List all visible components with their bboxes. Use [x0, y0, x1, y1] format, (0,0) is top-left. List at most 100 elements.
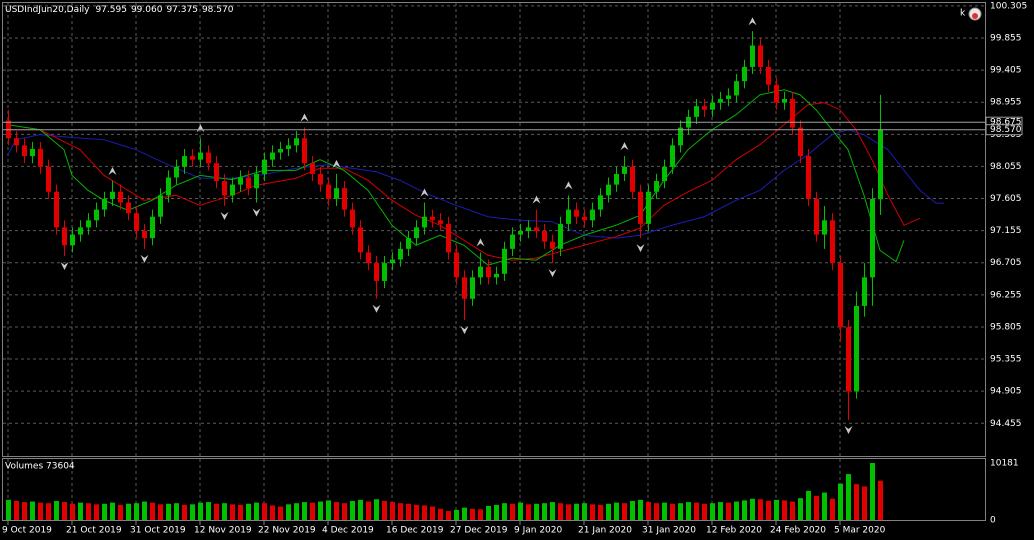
- volume-bar: [38, 502, 43, 520]
- volume-bar: [838, 483, 843, 520]
- candle-body: [574, 209, 579, 217]
- candle-body: [750, 45, 755, 67]
- volume-bar: [286, 504, 291, 520]
- candle-body: [222, 181, 227, 196]
- candle-body: [614, 173, 619, 185]
- candle-body: [270, 152, 275, 160]
- volume-bar: [606, 503, 611, 520]
- volume-bar: [870, 463, 875, 520]
- candle-body: [566, 209, 571, 224]
- candle-body: [662, 166, 667, 182]
- volume-bar: [326, 500, 331, 520]
- candle-body: [446, 223, 451, 253]
- candle-body: [678, 127, 683, 146]
- x-tick-label: 4 Dec 2019: [322, 526, 374, 536]
- volume-bar: [750, 498, 755, 520]
- candle-body: [646, 191, 651, 224]
- last-close: 98.570: [202, 5, 234, 15]
- candle-body: [790, 99, 795, 128]
- candle-body: [710, 102, 715, 110]
- x-tick-label: 12 Nov 2019: [194, 526, 252, 536]
- candle-body: [382, 263, 387, 281]
- fractal-up: [620, 142, 629, 151]
- candle-body: [166, 177, 171, 196]
- candle-body: [878, 129, 883, 200]
- volume-bar: [198, 502, 203, 520]
- symbol-label: USDIndJun20,Daily: [5, 5, 90, 15]
- candle-body: [342, 188, 347, 210]
- candle-body: [718, 99, 723, 103]
- volume-bar: [22, 502, 27, 520]
- fractal-down: [844, 426, 853, 435]
- fractal-down: [220, 212, 229, 221]
- candle-body: [158, 195, 163, 217]
- fractal-up: [300, 113, 309, 122]
- volume-bar: [150, 502, 155, 520]
- candle-body: [758, 45, 763, 67]
- volume-bar: [542, 503, 547, 520]
- candle-body: [214, 163, 219, 182]
- candle-body: [190, 156, 195, 160]
- candle-body: [54, 191, 59, 228]
- candle-body: [822, 220, 827, 235]
- trading-icon[interactable]: k: [960, 7, 982, 21]
- fractal-up: [748, 17, 757, 26]
- volume-bar: [438, 508, 443, 520]
- candle-body: [478, 266, 483, 278]
- candle-body: [414, 227, 419, 239]
- volume-bar: [622, 503, 627, 520]
- volume-bar: [190, 504, 195, 520]
- candle-body: [590, 209, 595, 221]
- volume-bar: [758, 499, 763, 520]
- volume-bar: [390, 502, 395, 520]
- volume-bar: [222, 503, 227, 520]
- volume-bar: [710, 503, 715, 520]
- y-tick-label: 97.155: [990, 226, 1022, 236]
- candle-body: [254, 173, 259, 189]
- volume-bar: [158, 504, 163, 520]
- candle-body: [742, 66, 747, 82]
- fractal-down: [636, 244, 645, 253]
- candle-body: [206, 152, 211, 164]
- fractal-down: [372, 304, 381, 313]
- candle-body: [286, 145, 291, 149]
- volume-tick-label: 0: [990, 516, 996, 526]
- fractal-up: [196, 124, 205, 133]
- volume-tick-label: 10181: [990, 459, 1019, 469]
- volume-bar: [806, 490, 811, 520]
- candle-body: [334, 188, 339, 199]
- volume-bar: [526, 504, 531, 520]
- volume-bar: [854, 484, 859, 520]
- candle-body: [430, 216, 435, 221]
- volume-bar: [302, 502, 307, 520]
- candle-body: [326, 184, 331, 199]
- candle-body: [366, 252, 371, 264]
- last-low: 97.375: [166, 5, 198, 15]
- y-tick-label: 94.905: [990, 387, 1022, 397]
- volume-bar: [518, 502, 523, 520]
- candle-body: [542, 230, 547, 242]
- volume-bar: [478, 509, 483, 520]
- volume-bar: [430, 506, 435, 520]
- candle-body: [46, 166, 51, 192]
- volume-bar: [646, 502, 651, 520]
- volume-bar: [422, 505, 427, 520]
- y-tick-label: 95.355: [990, 355, 1022, 365]
- fractal-down: [252, 208, 261, 217]
- fractal-up: [564, 181, 573, 190]
- volume-bar: [502, 503, 507, 520]
- volume-bar: [262, 503, 267, 520]
- x-tick-label: 22 Nov 2019: [258, 526, 316, 536]
- candle-body: [814, 198, 819, 235]
- candle-body: [134, 213, 139, 231]
- volume-bar: [510, 503, 515, 520]
- volume-bar: [86, 503, 91, 520]
- y-tick-label: 96.705: [990, 258, 1022, 268]
- volume-bar: [374, 499, 379, 520]
- candle-body: [606, 184, 611, 196]
- candle-body: [534, 227, 539, 231]
- candle-body: [246, 177, 251, 189]
- volume-bar: [470, 508, 475, 520]
- candle-body: [734, 81, 739, 96]
